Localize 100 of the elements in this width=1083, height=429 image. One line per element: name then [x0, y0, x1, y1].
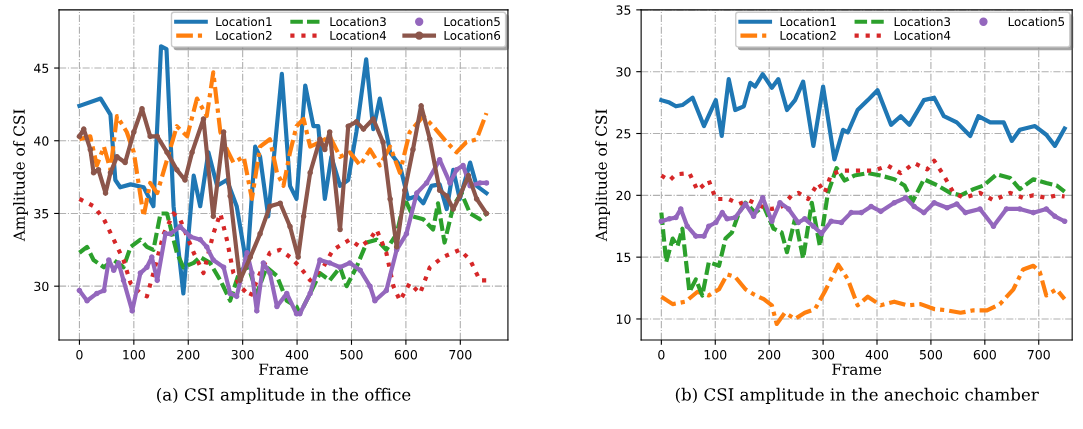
point	[187, 233, 194, 240]
legend-label: Location4	[330, 30, 387, 40]
point	[367, 283, 373, 289]
point	[220, 264, 227, 271]
point	[902, 195, 909, 201]
point	[137, 270, 144, 276]
x-tick-label: 700	[1027, 349, 1050, 360]
point	[81, 126, 87, 132]
legend-label: Location6	[444, 30, 501, 40]
point	[131, 129, 137, 135]
point	[443, 193, 450, 199]
point	[353, 119, 360, 125]
x-tick-label: 400	[865, 349, 889, 360]
x-tick-label: 200	[758, 349, 781, 360]
point	[801, 216, 808, 222]
point	[380, 139, 386, 145]
point	[144, 264, 150, 271]
point	[921, 209, 927, 216]
point	[249, 270, 255, 276]
point	[87, 146, 94, 153]
point	[684, 223, 691, 230]
point	[1052, 213, 1058, 220]
point	[848, 209, 854, 216]
point	[326, 260, 333, 266]
point	[383, 287, 390, 294]
point	[1030, 209, 1037, 216]
y-tick-label: 30	[616, 67, 631, 77]
point	[307, 169, 313, 176]
x-axis-title: Frame	[832, 363, 882, 376]
point	[200, 116, 207, 122]
point	[76, 133, 83, 140]
point	[295, 254, 301, 260]
point	[810, 223, 817, 230]
point	[795, 219, 802, 226]
point	[106, 257, 112, 263]
point	[944, 204, 950, 211]
legend-label: Location2	[216, 30, 272, 40]
y-tick-label: 15	[616, 252, 631, 263]
point	[300, 213, 307, 220]
point	[1061, 218, 1068, 225]
point	[337, 226, 343, 233]
point	[838, 219, 845, 226]
y-tick-label: 35	[34, 208, 49, 219]
legend-label: Location3	[894, 16, 951, 27]
point	[154, 277, 161, 284]
y-tick-label: 25	[616, 128, 631, 139]
legend-label: Location5	[444, 16, 500, 27]
x-tick-label: 300	[231, 349, 254, 360]
line-series	[659, 262, 1067, 326]
point	[483, 180, 490, 186]
point	[410, 146, 416, 153]
legend-label: Location1	[216, 16, 272, 27]
point	[706, 223, 712, 230]
legend-label: Location2	[780, 30, 836, 40]
y-tick-label: 40	[34, 136, 49, 146]
point	[220, 129, 227, 135]
point	[828, 218, 834, 225]
point	[931, 199, 937, 206]
point	[666, 216, 673, 222]
point	[732, 214, 738, 221]
point	[977, 206, 983, 212]
point	[785, 206, 792, 212]
point	[227, 193, 233, 199]
x-tick-label: 400	[285, 349, 309, 360]
x-tick-label: 100	[704, 349, 727, 360]
point	[210, 257, 217, 263]
point	[227, 290, 233, 297]
x-tick-label: 100	[123, 349, 145, 360]
point	[189, 149, 195, 156]
point	[713, 219, 719, 226]
point	[307, 290, 313, 297]
point	[149, 254, 155, 260]
point	[418, 103, 424, 109]
y-axis-title: Amplitude of CSI	[595, 109, 610, 242]
point	[962, 209, 969, 216]
point	[203, 244, 210, 250]
x-tick-label: 600	[394, 349, 417, 360]
y-tick-label: 35	[616, 5, 631, 15]
point	[954, 201, 960, 207]
line-series	[659, 72, 1067, 162]
point	[414, 190, 420, 196]
point	[701, 233, 707, 239]
point	[147, 133, 153, 140]
point	[267, 270, 273, 276]
point	[101, 287, 107, 294]
point	[182, 177, 188, 183]
point	[347, 260, 353, 266]
point	[254, 308, 260, 314]
point	[1017, 206, 1023, 212]
line-series	[659, 158, 1067, 212]
point	[164, 149, 170, 156]
y-tick-label: 20	[616, 190, 631, 201]
x-tick-label: 700	[449, 349, 472, 360]
x-tick-label: 0	[658, 349, 665, 360]
point	[403, 231, 410, 237]
point	[658, 218, 665, 225]
x-tick-label: 500	[340, 349, 363, 360]
point	[878, 208, 884, 215]
point	[436, 187, 443, 193]
point	[453, 167, 460, 173]
